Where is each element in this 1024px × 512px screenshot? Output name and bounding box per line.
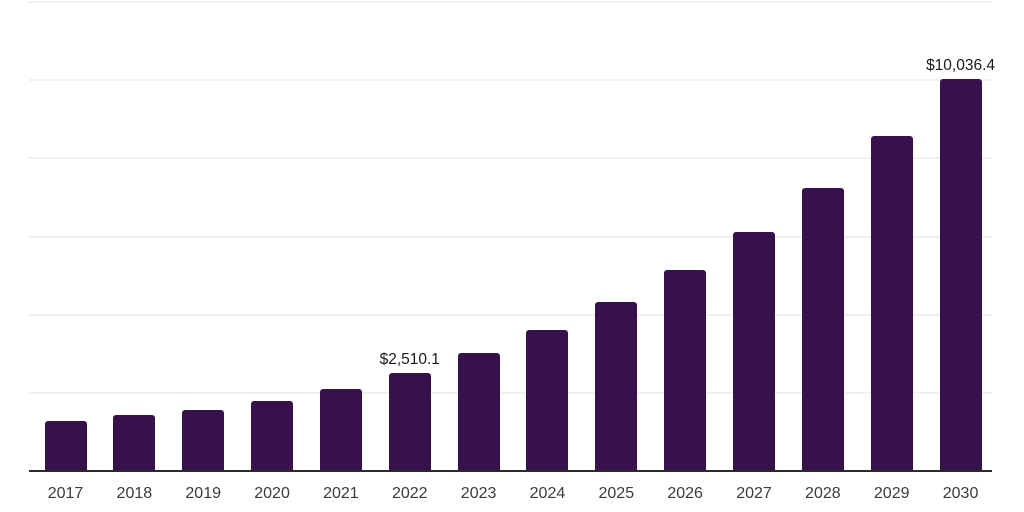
bar-2025 bbox=[595, 301, 638, 470]
bar-2029 bbox=[870, 135, 913, 470]
x-tick-label-2030: 2030 bbox=[942, 485, 979, 502]
gridline bbox=[29, 391, 992, 394]
x-axis-line bbox=[29, 470, 992, 472]
x-tick-label-2022: 2022 bbox=[391, 485, 428, 502]
x-tick-label-2028: 2028 bbox=[805, 485, 841, 502]
gridline bbox=[29, 313, 992, 316]
bar-2027 bbox=[733, 231, 775, 470]
x-tick-label-2019: 2019 bbox=[185, 485, 221, 502]
bar-2024 bbox=[526, 329, 569, 470]
bar-2023 bbox=[457, 352, 500, 470]
bar-2026 bbox=[664, 269, 707, 470]
bar-2020 bbox=[251, 401, 294, 470]
gridline bbox=[29, 1, 992, 3]
bar-2018 bbox=[113, 415, 156, 470]
x-tick-label-2025: 2025 bbox=[598, 485, 635, 502]
bar-2030 bbox=[939, 78, 982, 470]
gridline bbox=[29, 235, 992, 238]
x-tick-label-2017: 2017 bbox=[47, 485, 84, 502]
gridline bbox=[29, 79, 992, 82]
x-tick-label-2024: 2024 bbox=[529, 485, 566, 502]
x-tick-label-2023: 2023 bbox=[460, 485, 497, 502]
value-label-2022: $2,510.1 bbox=[379, 350, 440, 368]
x-tick-label-2020: 2020 bbox=[254, 485, 290, 502]
bar-2017 bbox=[44, 421, 87, 470]
x-tick-label-2026: 2026 bbox=[667, 485, 703, 502]
bar-2021 bbox=[319, 389, 362, 470]
x-tick-label-2029: 2029 bbox=[873, 485, 910, 502]
value-label-2030: $10,036.4 bbox=[926, 56, 996, 74]
gridline bbox=[29, 157, 992, 160]
x-tick-label-2027: 2027 bbox=[736, 485, 772, 502]
bar-2022 bbox=[388, 372, 431, 470]
x-tick-label-2021: 2021 bbox=[323, 485, 359, 502]
bar-2019 bbox=[182, 410, 225, 470]
x-tick-label-2018: 2018 bbox=[116, 485, 153, 502]
bar-2028 bbox=[801, 188, 844, 470]
